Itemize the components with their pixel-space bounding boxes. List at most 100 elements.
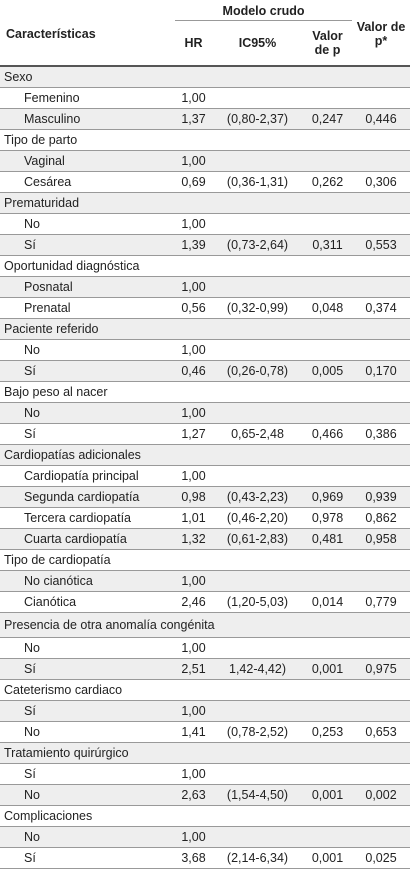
cell-hr: 1,00: [175, 826, 212, 848]
cell-p: 0,014: [303, 591, 353, 613]
group-title: Sexo: [0, 66, 411, 88]
row-label: Cuarta cardiopatía: [0, 528, 175, 550]
cell-hr: 0,98: [175, 486, 212, 508]
group-row: Tratamiento quirúrgico: [0, 742, 411, 764]
cell-p-adj: 0,374: [352, 297, 411, 319]
cell-p: 0,311: [303, 234, 353, 256]
cell-hr: 2,46: [175, 591, 212, 613]
cell-p: 0,253: [303, 721, 353, 743]
group-row: Complicaciones: [0, 805, 411, 827]
group-title: Oportunidad diagnóstica: [0, 255, 411, 277]
cell-hr: 1,00: [175, 763, 212, 785]
cell-ic: [212, 826, 303, 848]
cell-hr: 1,00: [175, 402, 212, 424]
row-label: Segunda cardiopatía: [0, 486, 175, 508]
row-label: Sí: [0, 423, 175, 445]
cell-hr: 1,00: [175, 637, 212, 659]
cell-p-adj: 0,958: [352, 528, 411, 550]
cell-p-adj: [352, 150, 411, 172]
row-label: No: [0, 213, 175, 235]
cell-ic: (0,73-2,64): [212, 234, 303, 256]
cell-p: [303, 276, 353, 298]
data-row: Sí 0,46 (0,26-0,78) 0,005 0,170: [0, 360, 411, 382]
group-row: Oportunidad diagnóstica: [0, 255, 411, 277]
cell-p: [303, 826, 353, 848]
row-label: No: [0, 826, 175, 848]
cell-p-adj: 0,002: [352, 784, 411, 806]
group-title: Tipo de cardiopatía: [0, 549, 411, 571]
cell-hr: 1,01: [175, 507, 212, 529]
cell-ic: (0,43-2,23): [212, 486, 303, 508]
group-title: Cateterismo cardiaco: [0, 679, 411, 701]
row-label: No: [0, 721, 175, 743]
cell-p-adj: [352, 339, 411, 361]
row-label: Masculino: [0, 108, 175, 130]
cell-p: 0,466: [303, 423, 353, 445]
cell-ic: (1,20-5,03): [212, 591, 303, 613]
cell-p-adj: [352, 763, 411, 785]
group-row: Sexo: [0, 66, 411, 88]
data-row: No 1,00: [0, 637, 411, 659]
cell-ic: [212, 276, 303, 298]
cell-ic: 0,65-2,48: [212, 423, 303, 445]
row-label: Tercera cardiopatía: [0, 507, 175, 529]
group-title: Cardiopatías adicionales: [0, 444, 411, 466]
cell-p-adj: 0,862: [352, 507, 411, 529]
cell-p-adj: [352, 700, 411, 722]
data-row: Tercera cardiopatía 1,01 (0,46-2,20) 0,978 0…: [0, 507, 411, 529]
row-label: Sí: [0, 700, 175, 722]
group-row: Cardiopatías adicionales: [0, 444, 411, 466]
cell-ic: (0,36-1,31): [212, 171, 303, 193]
row-label: Sí: [0, 763, 175, 785]
cell-hr: 1,00: [175, 339, 212, 361]
table-body: Sexo Femenino 1,00 Masculino 1,37 (0,80-2,37)…: [0, 66, 411, 869]
row-label: Sí: [0, 847, 175, 869]
cell-p: 0,262: [303, 171, 353, 193]
cell-hr: 1,00: [175, 87, 212, 109]
cell-ic: [212, 763, 303, 785]
cell-hr: 1,27: [175, 423, 212, 445]
cell-p-adj: [352, 213, 411, 235]
data-row: No 1,00: [0, 213, 411, 235]
cell-p-adj: [352, 87, 411, 109]
group-row: Tipo de cardiopatía: [0, 549, 411, 571]
cell-ic: (1,54-4,50): [212, 784, 303, 806]
data-row: Sí 3,68 (2,14-6,34) 0,001 0,025: [0, 847, 411, 869]
group-row: Tipo de parto: [0, 129, 411, 151]
cell-hr: 1,00: [175, 570, 212, 592]
cell-p-adj: 0,975: [352, 658, 411, 680]
data-row: Femenino 1,00: [0, 87, 411, 109]
cell-p: 0,005: [303, 360, 353, 382]
cell-ic: [212, 465, 303, 487]
data-row: Segunda cardiopatía 0,98 (0,43-2,23) 0,969 0…: [0, 486, 411, 508]
cell-p-adj: 0,306: [352, 171, 411, 193]
row-label: Posnatal: [0, 276, 175, 298]
row-label: Sí: [0, 360, 175, 382]
cell-hr: 3,68: [175, 847, 212, 869]
cell-ic: [212, 213, 303, 235]
data-row: No cianótica 1,00: [0, 570, 411, 592]
cell-p-adj: [352, 465, 411, 487]
cell-p: 0,978: [303, 507, 353, 529]
cell-ic: (0,26-0,78): [212, 360, 303, 382]
cell-p: [303, 637, 353, 659]
cell-hr: 1,41: [175, 721, 212, 743]
cell-p: 0,247: [303, 108, 353, 130]
data-row: Vaginal 1,00: [0, 150, 411, 172]
cell-hr: 1,37: [175, 108, 212, 130]
cell-hr: 2,63: [175, 784, 212, 806]
data-row: Cesárea 0,69 (0,36-1,31) 0,262 0,306: [0, 171, 411, 193]
group-row: Paciente referido: [0, 318, 411, 340]
cell-ic: 1,42-4,42): [212, 658, 303, 680]
cell-ic: [212, 637, 303, 659]
data-row: No 2,63 (1,54-4,50) 0,001 0,002: [0, 784, 411, 806]
cell-hr: 1,00: [175, 465, 212, 487]
row-label: Femenino: [0, 87, 175, 109]
cell-p-adj: 0,025: [352, 847, 411, 869]
cell-p-adj: 0,386: [352, 423, 411, 445]
group-title: Paciente referido: [0, 318, 411, 340]
header-p-adj: Valor de p*: [352, 2, 411, 67]
cell-p-adj: [352, 570, 411, 592]
cell-p-adj: 0,553: [352, 234, 411, 256]
row-label: Sí: [0, 234, 175, 256]
